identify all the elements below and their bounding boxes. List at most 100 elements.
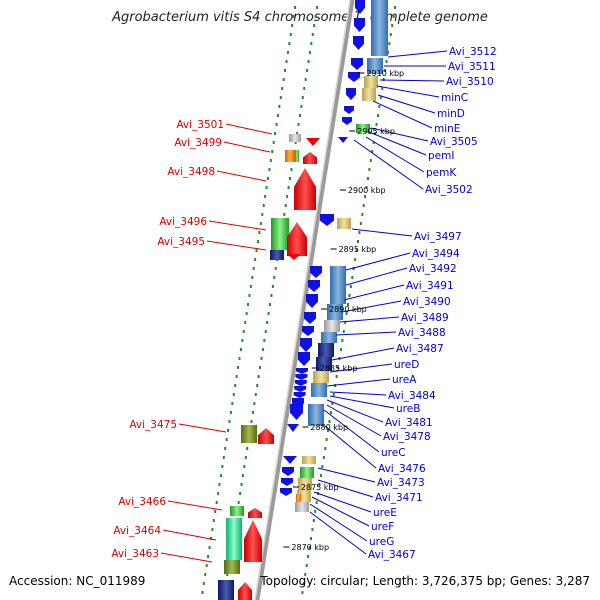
strand-dot xyxy=(208,546,211,549)
gene-label-right[interactable]: minC xyxy=(441,92,468,104)
strand-dot xyxy=(260,357,263,360)
gene-label-right[interactable]: Avi_3473 xyxy=(377,477,425,489)
gene-label-right[interactable]: minD xyxy=(437,108,465,120)
strand-dot xyxy=(304,78,307,81)
strand-dot xyxy=(278,105,281,108)
strand-dot xyxy=(364,195,367,198)
strand-dot xyxy=(300,105,303,108)
gene-label-right[interactable]: Avi_3484 xyxy=(388,390,436,402)
gene-label-left[interactable]: Avi_3498 xyxy=(167,166,215,178)
strand-dot xyxy=(285,60,288,63)
gene-label-right[interactable]: ureF xyxy=(371,521,394,533)
strand-dot xyxy=(318,483,321,486)
gene-arrow-forward xyxy=(248,508,262,518)
gene-label-right[interactable]: Avi_3489 xyxy=(401,312,449,324)
gene-label-right[interactable]: Avi_3487 xyxy=(396,343,444,355)
gene-label-right[interactable]: ureA xyxy=(392,374,417,386)
gene-label-right[interactable]: Avi_3497 xyxy=(414,231,462,243)
strand-dot xyxy=(306,69,309,72)
gene-label-right[interactable]: Avi_3478 xyxy=(383,431,431,443)
label-leader-right xyxy=(313,491,372,513)
strand-dot xyxy=(271,285,274,288)
gene-label-right[interactable]: Avi_3491 xyxy=(406,280,454,292)
strand-dot xyxy=(242,330,245,333)
gene-label-right[interactable]: pemK xyxy=(426,167,457,179)
strand-dot xyxy=(358,231,361,234)
gene-label-right[interactable]: Avi_3471 xyxy=(375,492,423,504)
gene-features-layer xyxy=(218,0,388,600)
strand-dot xyxy=(239,492,242,495)
strand-dot xyxy=(264,195,267,198)
gene-arrow-reverse xyxy=(300,338,312,352)
gene-label-right[interactable]: Avi_3510 xyxy=(446,76,494,88)
gene-label-left[interactable]: Avi_3496 xyxy=(159,216,207,228)
strand-dot xyxy=(308,51,311,54)
gene-label-right[interactable]: ureE xyxy=(373,507,397,519)
gene-block xyxy=(300,467,314,478)
label-leader-right xyxy=(376,85,440,98)
strand-dot xyxy=(381,87,384,90)
label-leader-right xyxy=(368,131,427,156)
gene-block xyxy=(270,250,284,260)
gene-label-right[interactable]: ureD xyxy=(394,359,419,371)
strand-dot xyxy=(335,375,338,378)
gene-label-right[interactable]: Avi_3511 xyxy=(448,61,496,73)
strand-dot xyxy=(235,375,238,378)
gene-label-right[interactable]: Avi_3476 xyxy=(378,463,426,475)
label-leader-left xyxy=(223,141,271,153)
strand-dot xyxy=(261,348,264,351)
gene-label-right[interactable]: minE xyxy=(434,123,460,135)
strand-dot xyxy=(240,483,243,486)
scale-ticks-layer: 2910 kbp 2905 kbp 2900 kbp 2895 kbp 2890 kbp… xyxy=(283,69,404,552)
strand-dot xyxy=(391,24,394,27)
gene-block xyxy=(271,218,289,250)
gene-label-right[interactable]: Avi_3502 xyxy=(425,184,473,196)
strand-dot xyxy=(315,501,318,504)
gene-label-left[interactable]: Avi_3495 xyxy=(157,236,205,248)
gene-label-right[interactable]: ureG xyxy=(369,536,394,548)
gene-arrow-reverse xyxy=(304,312,316,324)
strand-dot xyxy=(222,456,225,459)
strand-dot xyxy=(259,366,262,369)
label-leader-right xyxy=(329,363,393,373)
strand-dot xyxy=(257,375,260,378)
strand-dot xyxy=(259,222,262,225)
gene-label-left[interactable]: Avi_3466 xyxy=(118,496,166,508)
label-leader-right xyxy=(309,503,368,542)
strand-dot xyxy=(354,258,357,261)
gene-label-right[interactable]: Avi_3467 xyxy=(368,549,416,561)
gene-label-left[interactable]: Avi_3501 xyxy=(176,119,224,131)
gene-block xyxy=(321,332,337,343)
gene-label-right[interactable]: ureC xyxy=(381,447,406,459)
strand-dot xyxy=(249,285,252,288)
strand-dot xyxy=(286,51,289,54)
gene-label-right[interactable]: Avi_3492 xyxy=(409,263,457,275)
strand-dot xyxy=(342,330,345,333)
strand-dot xyxy=(389,33,392,36)
gene-label-left[interactable]: Avi_3475 xyxy=(129,419,177,431)
gene-label-left[interactable]: Avi_3464 xyxy=(113,525,161,537)
strand-dot xyxy=(245,312,248,315)
strand-dot xyxy=(339,348,342,351)
gene-label-right[interactable]: Avi_3488 xyxy=(398,327,446,339)
gene-block xyxy=(296,494,301,502)
gene-label-right[interactable]: Avi_3512 xyxy=(449,46,497,58)
strand-dot xyxy=(201,591,204,594)
gene-label-right[interactable]: Avi_3490 xyxy=(403,296,451,308)
gene-label-right[interactable]: Avi_3481 xyxy=(385,417,433,429)
strand-dot xyxy=(319,474,322,477)
strand-dot xyxy=(269,303,272,306)
strand-dot xyxy=(311,33,314,36)
strand-dot xyxy=(219,474,222,477)
strand-dot xyxy=(308,546,311,549)
label-leader-right xyxy=(370,127,429,142)
gene-arrow-forward xyxy=(287,222,307,256)
gene-label-right[interactable]: ureB xyxy=(396,403,420,415)
strand-dot xyxy=(283,213,286,216)
gene-label-right[interactable]: Avi_3494 xyxy=(412,248,460,260)
gene-label-right[interactable]: pemI xyxy=(428,150,454,162)
gene-label-left[interactable]: Avi_3499 xyxy=(174,137,222,149)
strand-dot xyxy=(379,96,382,99)
gene-label-left[interactable]: Avi_3463 xyxy=(111,548,159,560)
gene-label-right[interactable]: Avi_3505 xyxy=(430,136,478,148)
